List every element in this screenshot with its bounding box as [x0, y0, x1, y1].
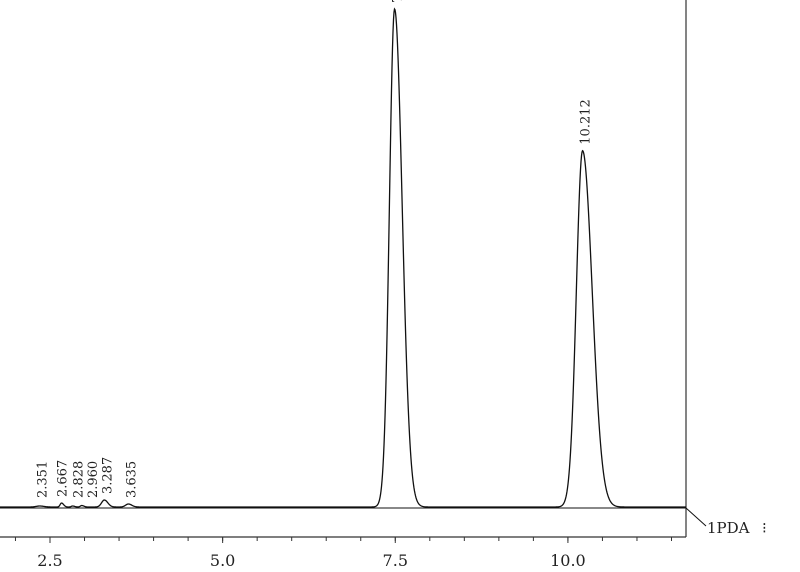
- peak-label: 3.287: [100, 457, 115, 494]
- detector-leader-line: [685, 507, 707, 527]
- peak-label: 10.212: [579, 99, 594, 145]
- x-tick-label: 2.5: [37, 551, 62, 570]
- detector-label: 1PDA: [707, 519, 750, 537]
- peak-label: 2.960: [86, 461, 101, 498]
- peak-label: 7.49: [391, 0, 406, 3]
- x-tick-label: 10.0: [550, 551, 586, 570]
- detector-mark: ⁝: [762, 519, 767, 537]
- x-tick-label: 5.0: [210, 551, 235, 570]
- peak-label: 3.635: [124, 461, 139, 498]
- peak-label: 2.351: [36, 461, 51, 498]
- peak-label: 2.667: [56, 460, 71, 497]
- signal-trace: [0, 7, 686, 508]
- peak-label: 2.828: [72, 461, 87, 498]
- x-tick-label: 7.5: [383, 551, 408, 570]
